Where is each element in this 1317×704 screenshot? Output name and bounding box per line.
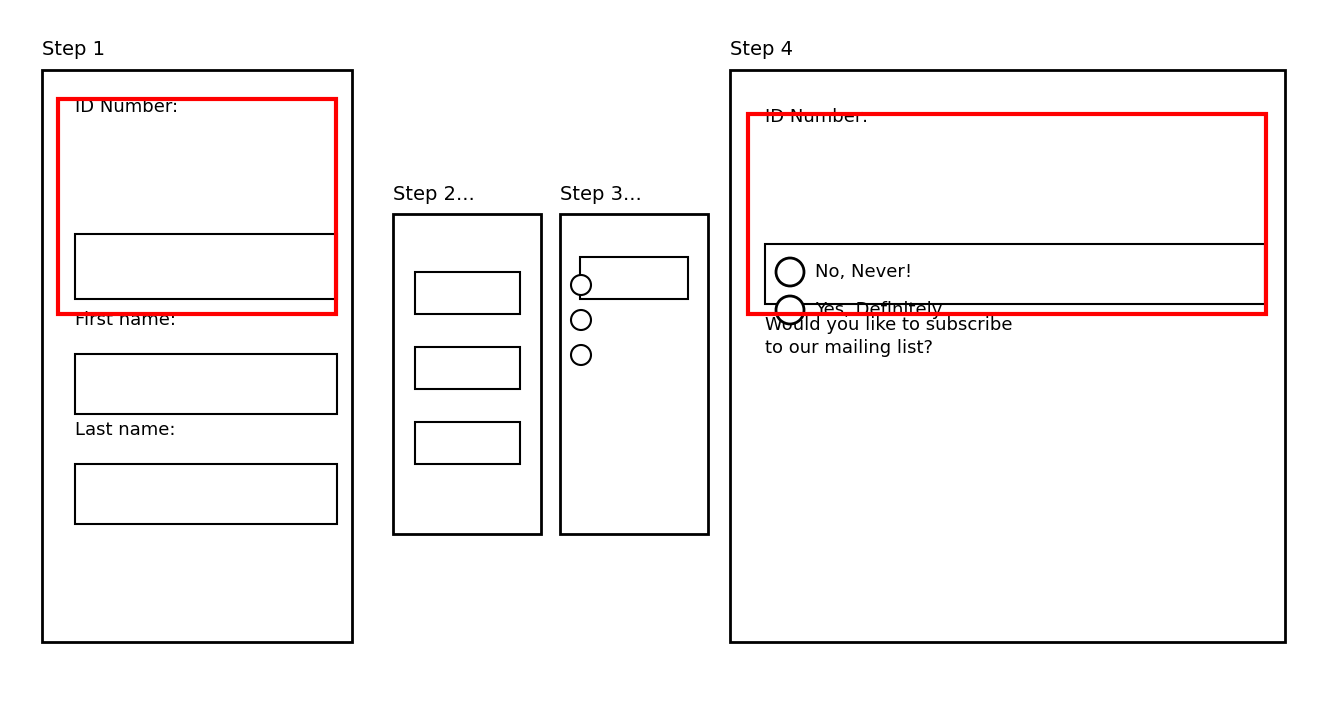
Text: Step 1: Step 1 [42,40,105,59]
Bar [730,70,1285,642]
Bar [765,244,1266,304]
Bar [579,257,687,299]
Text: ID Number:: ID Number: [75,98,178,116]
Bar [415,422,520,464]
Bar [415,272,520,314]
Text: ID Number:: ID Number: [765,108,868,126]
Text: to our mailing list?: to our mailing list? [765,339,932,357]
Circle shape [776,258,803,286]
Circle shape [572,275,591,295]
Text: Last name:: Last name: [75,421,175,439]
Text: First name:: First name: [75,311,176,329]
Bar [392,214,541,534]
Bar [42,70,352,642]
Bar [748,114,1266,314]
Circle shape [572,310,591,330]
Text: Step 2...: Step 2... [392,185,474,204]
Circle shape [572,345,591,365]
Bar [75,464,337,524]
Bar [75,234,337,299]
Text: No, Never!: No, Never! [815,263,913,281]
Bar [58,99,336,314]
Text: Step 4: Step 4 [730,40,793,59]
Bar [560,214,709,534]
Circle shape [776,296,803,324]
Text: Would you like to subscribe: Would you like to subscribe [765,316,1013,334]
Bar [75,354,337,414]
Bar [415,347,520,389]
Text: Yes, Definitely: Yes, Definitely [815,301,943,319]
Text: Step 3...: Step 3... [560,185,641,204]
